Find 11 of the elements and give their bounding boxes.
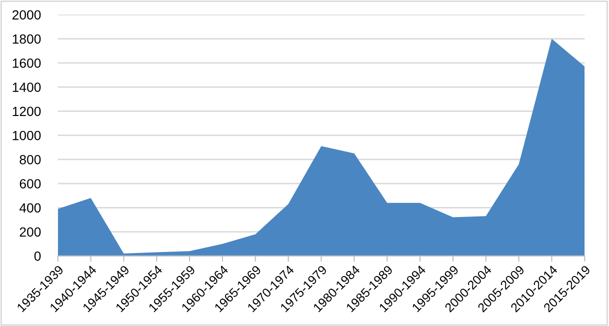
- y-tick-label: 2000: [12, 10, 41, 20]
- y-tick-label: 400: [19, 203, 41, 213]
- y-tick-label: 800: [20, 154, 41, 164]
- y-tick-label: 1800: [12, 34, 41, 44]
- y-tick-label: 1200: [12, 106, 41, 116]
- y-tick-label: 1600: [12, 58, 41, 68]
- y-tick-label: 200: [20, 227, 41, 237]
- y-tick-label: 1400: [12, 82, 41, 92]
- y-tick-label: 0: [34, 251, 41, 261]
- y-tick-label: 600: [20, 179, 41, 188]
- y-tick-label: 1000: [12, 130, 41, 140]
